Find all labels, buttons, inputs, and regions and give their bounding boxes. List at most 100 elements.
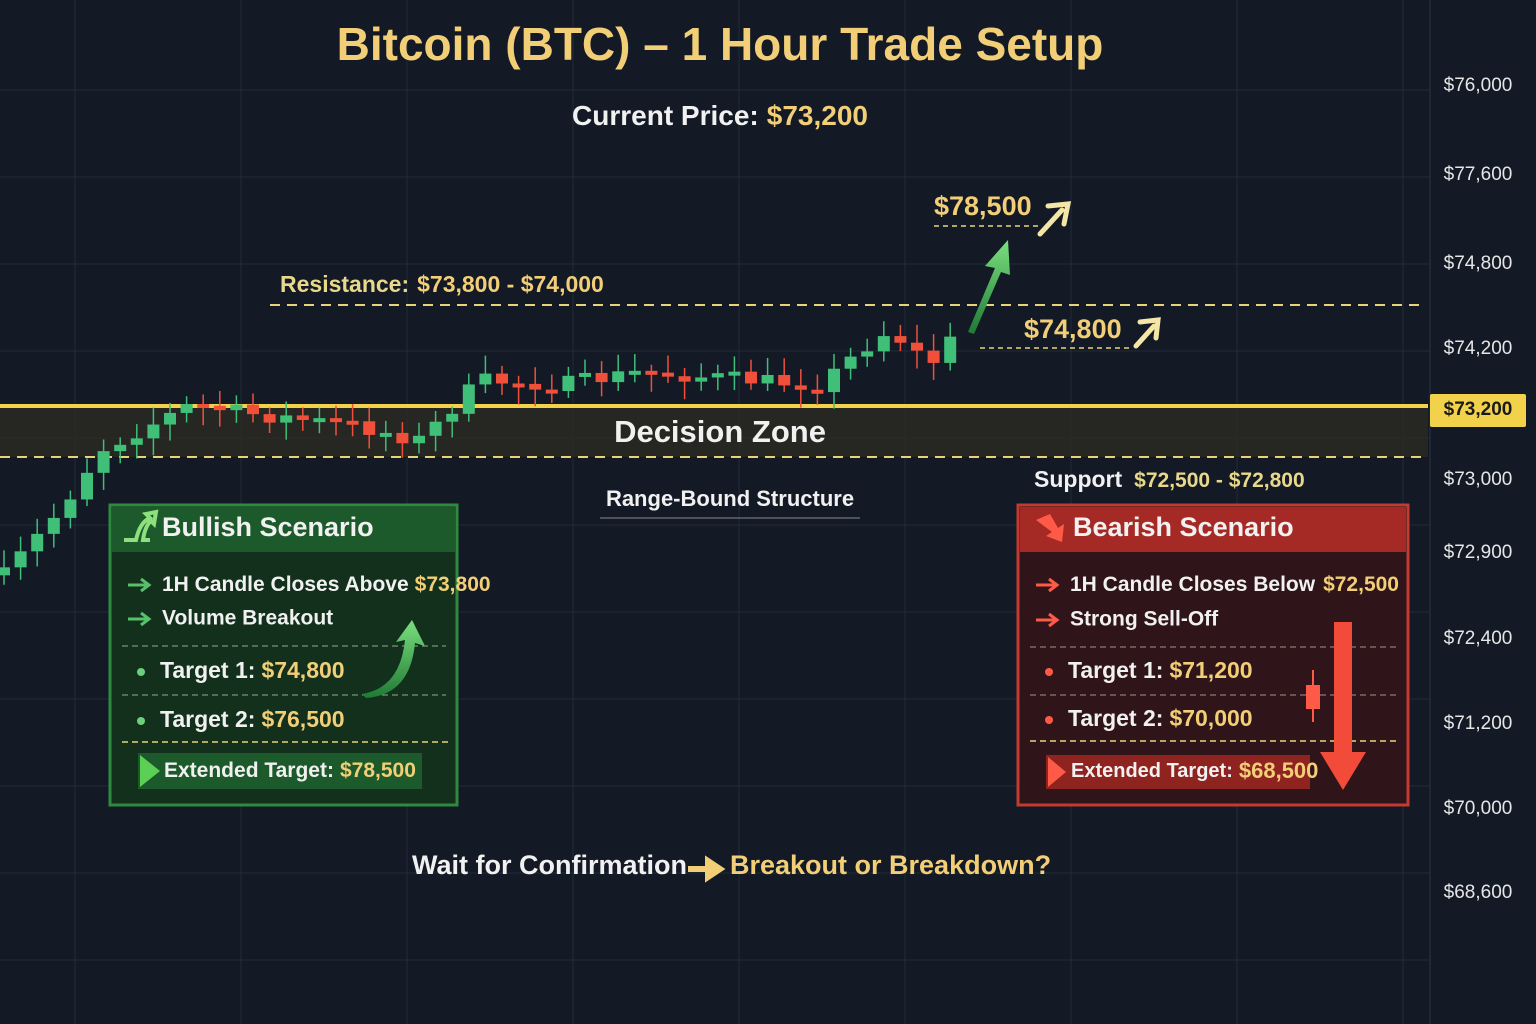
bullet-arrow <box>1036 612 1060 628</box>
candle-body <box>213 405 226 411</box>
bullet <box>137 668 145 676</box>
candle-body <box>280 415 293 423</box>
bullish-title: Bullish Scenario <box>162 512 374 542</box>
bearish-icon <box>1036 514 1064 542</box>
candle-body <box>512 383 525 388</box>
candle-body <box>114 444 127 452</box>
candle-body <box>0 567 10 576</box>
candle-body <box>927 350 940 363</box>
candle-body <box>164 412 176 425</box>
current-price: Current Price: $73,200 <box>572 100 868 131</box>
candle-body <box>81 472 93 500</box>
candle-body <box>64 499 77 518</box>
bullet <box>137 717 145 725</box>
candle-body <box>645 370 658 375</box>
target-value: $76,500 <box>261 706 344 732</box>
bullish-extended: Extended Target: $78,500 <box>164 759 416 782</box>
candle-body <box>396 432 409 444</box>
axis-label: $73,000 <box>1444 469 1513 490</box>
candle-body <box>31 533 44 552</box>
support-text: Support $72,500 - $72,800 <box>1034 466 1305 492</box>
axis-label: $74,200 <box>1444 338 1513 359</box>
target-label: Target 2: <box>1068 705 1163 731</box>
candle-body <box>313 418 326 423</box>
footer-right: Breakout or Breakdown? <box>730 850 1051 880</box>
bullish-box: Bullish Scenario 1H Candle Closes Above $… <box>108 503 491 807</box>
candle-body <box>462 384 475 414</box>
candle-body <box>944 336 957 363</box>
candle-body <box>330 418 342 423</box>
condition-text: 1H Candle Closes Below <box>1070 573 1316 596</box>
extended-badge <box>138 753 422 789</box>
price-axis: $76,000 $77,600 $74,800 $74,200 $73,200 $73,0… <box>1430 75 1526 903</box>
candle-body <box>695 377 708 382</box>
candle-body <box>147 424 160 439</box>
support-value: $72,500 - $72,800 <box>1134 469 1304 492</box>
candle-body <box>761 374 774 384</box>
candle-body <box>828 368 840 393</box>
candle-body <box>579 372 591 377</box>
candle-body <box>180 404 193 413</box>
current-price-label: Current Price: <box>572 100 759 131</box>
candle-body <box>230 404 243 411</box>
bullish-target: Target 2: $76,500 <box>160 706 345 732</box>
candle-body <box>263 414 276 423</box>
target-high: $78,500 <box>934 191 1032 221</box>
candle-body <box>413 435 425 444</box>
target-label: Target 1: <box>160 657 255 683</box>
candle-body <box>877 336 890 352</box>
bearish-arrow <box>1320 622 1366 790</box>
axis-label: $72,900 <box>1444 542 1513 563</box>
bullet <box>1045 716 1053 724</box>
target-mid-arrow <box>1133 317 1161 349</box>
candle-body <box>811 389 824 394</box>
bearish-title: Bearish Scenario <box>1073 512 1294 542</box>
candle-body <box>628 370 641 375</box>
bearish-header <box>1020 507 1406 552</box>
candle-body <box>47 517 60 534</box>
candle-body <box>97 451 110 473</box>
axis-label: $70,000 <box>1444 798 1513 819</box>
candle-body <box>595 372 608 383</box>
target-label: Target 1: <box>1068 657 1163 683</box>
candle-body <box>446 413 459 422</box>
extended-badge <box>1046 755 1310 789</box>
target-mid: $74,800 <box>1024 314 1122 344</box>
candle-body <box>363 421 376 435</box>
axis-label: $72,400 <box>1444 628 1513 649</box>
axis-label: $74,800 <box>1444 253 1513 274</box>
axis-label: $73,200 <box>1444 399 1513 420</box>
bullish-condition: Volume Breakout <box>162 607 333 630</box>
candle-body <box>794 385 807 390</box>
candle-body <box>479 373 492 385</box>
target-high-arrow <box>1037 201 1072 237</box>
candle-body <box>379 432 392 437</box>
candle-body <box>130 438 143 445</box>
candle-body <box>745 371 757 384</box>
extended-label: Extended Target: <box>1071 760 1233 782</box>
bullish-icon <box>124 509 159 542</box>
bullet <box>1045 668 1053 676</box>
candle-body <box>545 389 558 394</box>
target-label: Target 2: <box>160 706 255 732</box>
target-value: $70,000 <box>1169 705 1252 731</box>
bullish-arrow <box>362 620 425 698</box>
bearish-target: Target 2: $70,000 <box>1068 705 1253 731</box>
candle-body <box>711 373 724 378</box>
badge-arrow <box>1048 757 1066 787</box>
candle-body <box>844 356 857 369</box>
current-price-tag <box>1430 394 1526 427</box>
candle-body <box>247 404 259 415</box>
bullish-header <box>112 507 455 552</box>
axis-label: $68,600 <box>1444 882 1513 903</box>
axis-label: $76,000 <box>1444 75 1513 96</box>
bearish-target: Target 1: $71,200 <box>1068 657 1253 683</box>
current-price-value: $73,200 <box>767 100 868 131</box>
axis-label: $77,600 <box>1444 164 1513 185</box>
bearish-box: Bearish Scenario 1H Candle Closes Below $… <box>1016 503 1410 807</box>
badge-arrow <box>140 755 160 787</box>
candle-body <box>197 404 210 409</box>
target-value: $71,200 <box>1169 657 1252 683</box>
extended-label: Extended Target: <box>164 759 334 782</box>
